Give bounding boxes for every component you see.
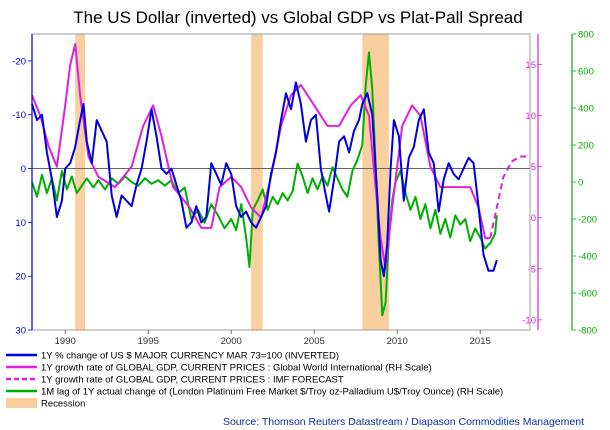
- left-tick-label-4: 20: [15, 272, 26, 283]
- legend-swatch-recession: [6, 398, 37, 408]
- series-line-0: [31, 81, 498, 278]
- gdp-tick-label-4: 10: [525, 111, 536, 122]
- series-line-2: [489, 155, 529, 239]
- legend: 1Y % change of US $ MAJOR CURRENCY MAR 7…: [6, 351, 503, 410]
- recession-band-0: [75, 34, 86, 330]
- gdp-tick-label-5: 15: [525, 60, 536, 71]
- legend-label-usd: 1Y % change of US $ MAJOR CURRENCY MAR 7…: [41, 351, 339, 362]
- left-tick-label-3: 10: [15, 218, 26, 229]
- source-note: Source: Thomson Reuters Datastream / Dia…: [223, 416, 584, 428]
- legend-label-gdp: 1Y growth rate of GLOBAL GDP, CURRENT PR…: [41, 363, 432, 374]
- spread-tick-label-8: 800: [578, 30, 594, 41]
- left-tick-label-0: -20: [12, 56, 26, 67]
- x-tick-label-2: 2000: [221, 336, 242, 347]
- spread-tick-label-3: -200: [578, 215, 597, 226]
- spread-tick-label-6: 400: [578, 104, 594, 115]
- x-tick-label-3: 2005: [304, 336, 325, 347]
- legend-label-recession: Recession: [41, 399, 85, 410]
- recession-band-1: [251, 34, 263, 330]
- series-line-3: [31, 51, 498, 317]
- gdp-tick-label-1: -5: [528, 264, 536, 275]
- x-tick-label-1: 1995: [138, 336, 159, 347]
- left-tick-label-5: 30: [15, 326, 26, 337]
- left-tick-label-1: -10: [12, 110, 26, 121]
- gdp-tick-label-2: 0: [531, 213, 536, 224]
- x-tick-label-0: 1990: [55, 336, 76, 347]
- chart-title: The US Dollar (inverted) vs Global GDP v…: [73, 8, 522, 27]
- legend-label-imf: 1Y growth rate of GLOBAL GDP, CURRENT PR…: [41, 375, 344, 386]
- x-tick-label-4: 2010: [387, 336, 408, 347]
- spread-tick-label-7: 600: [578, 67, 594, 78]
- axes: 1990 1995 2000 2005 2010 2015-20-100102030-10…: [12, 30, 597, 348]
- x-tick-label-5: 2015: [470, 336, 491, 347]
- spread-tick-label-5: 200: [578, 141, 594, 152]
- series-layer: [31, 43, 529, 317]
- spread-tick-label-1: -600: [578, 289, 597, 300]
- left-tick-label-2: 0: [21, 164, 26, 175]
- gdp-tick-label-0: -10: [522, 315, 536, 326]
- gdp-tick-label-3: 5: [531, 162, 536, 173]
- legend-label-spread: 1M lag of 1Y actual change of (London Pl…: [41, 387, 503, 398]
- spread-tick-label-4: 0: [578, 178, 583, 189]
- spread-tick-label-2: -400: [578, 252, 597, 263]
- spread-tick-label-0: -800: [578, 326, 597, 337]
